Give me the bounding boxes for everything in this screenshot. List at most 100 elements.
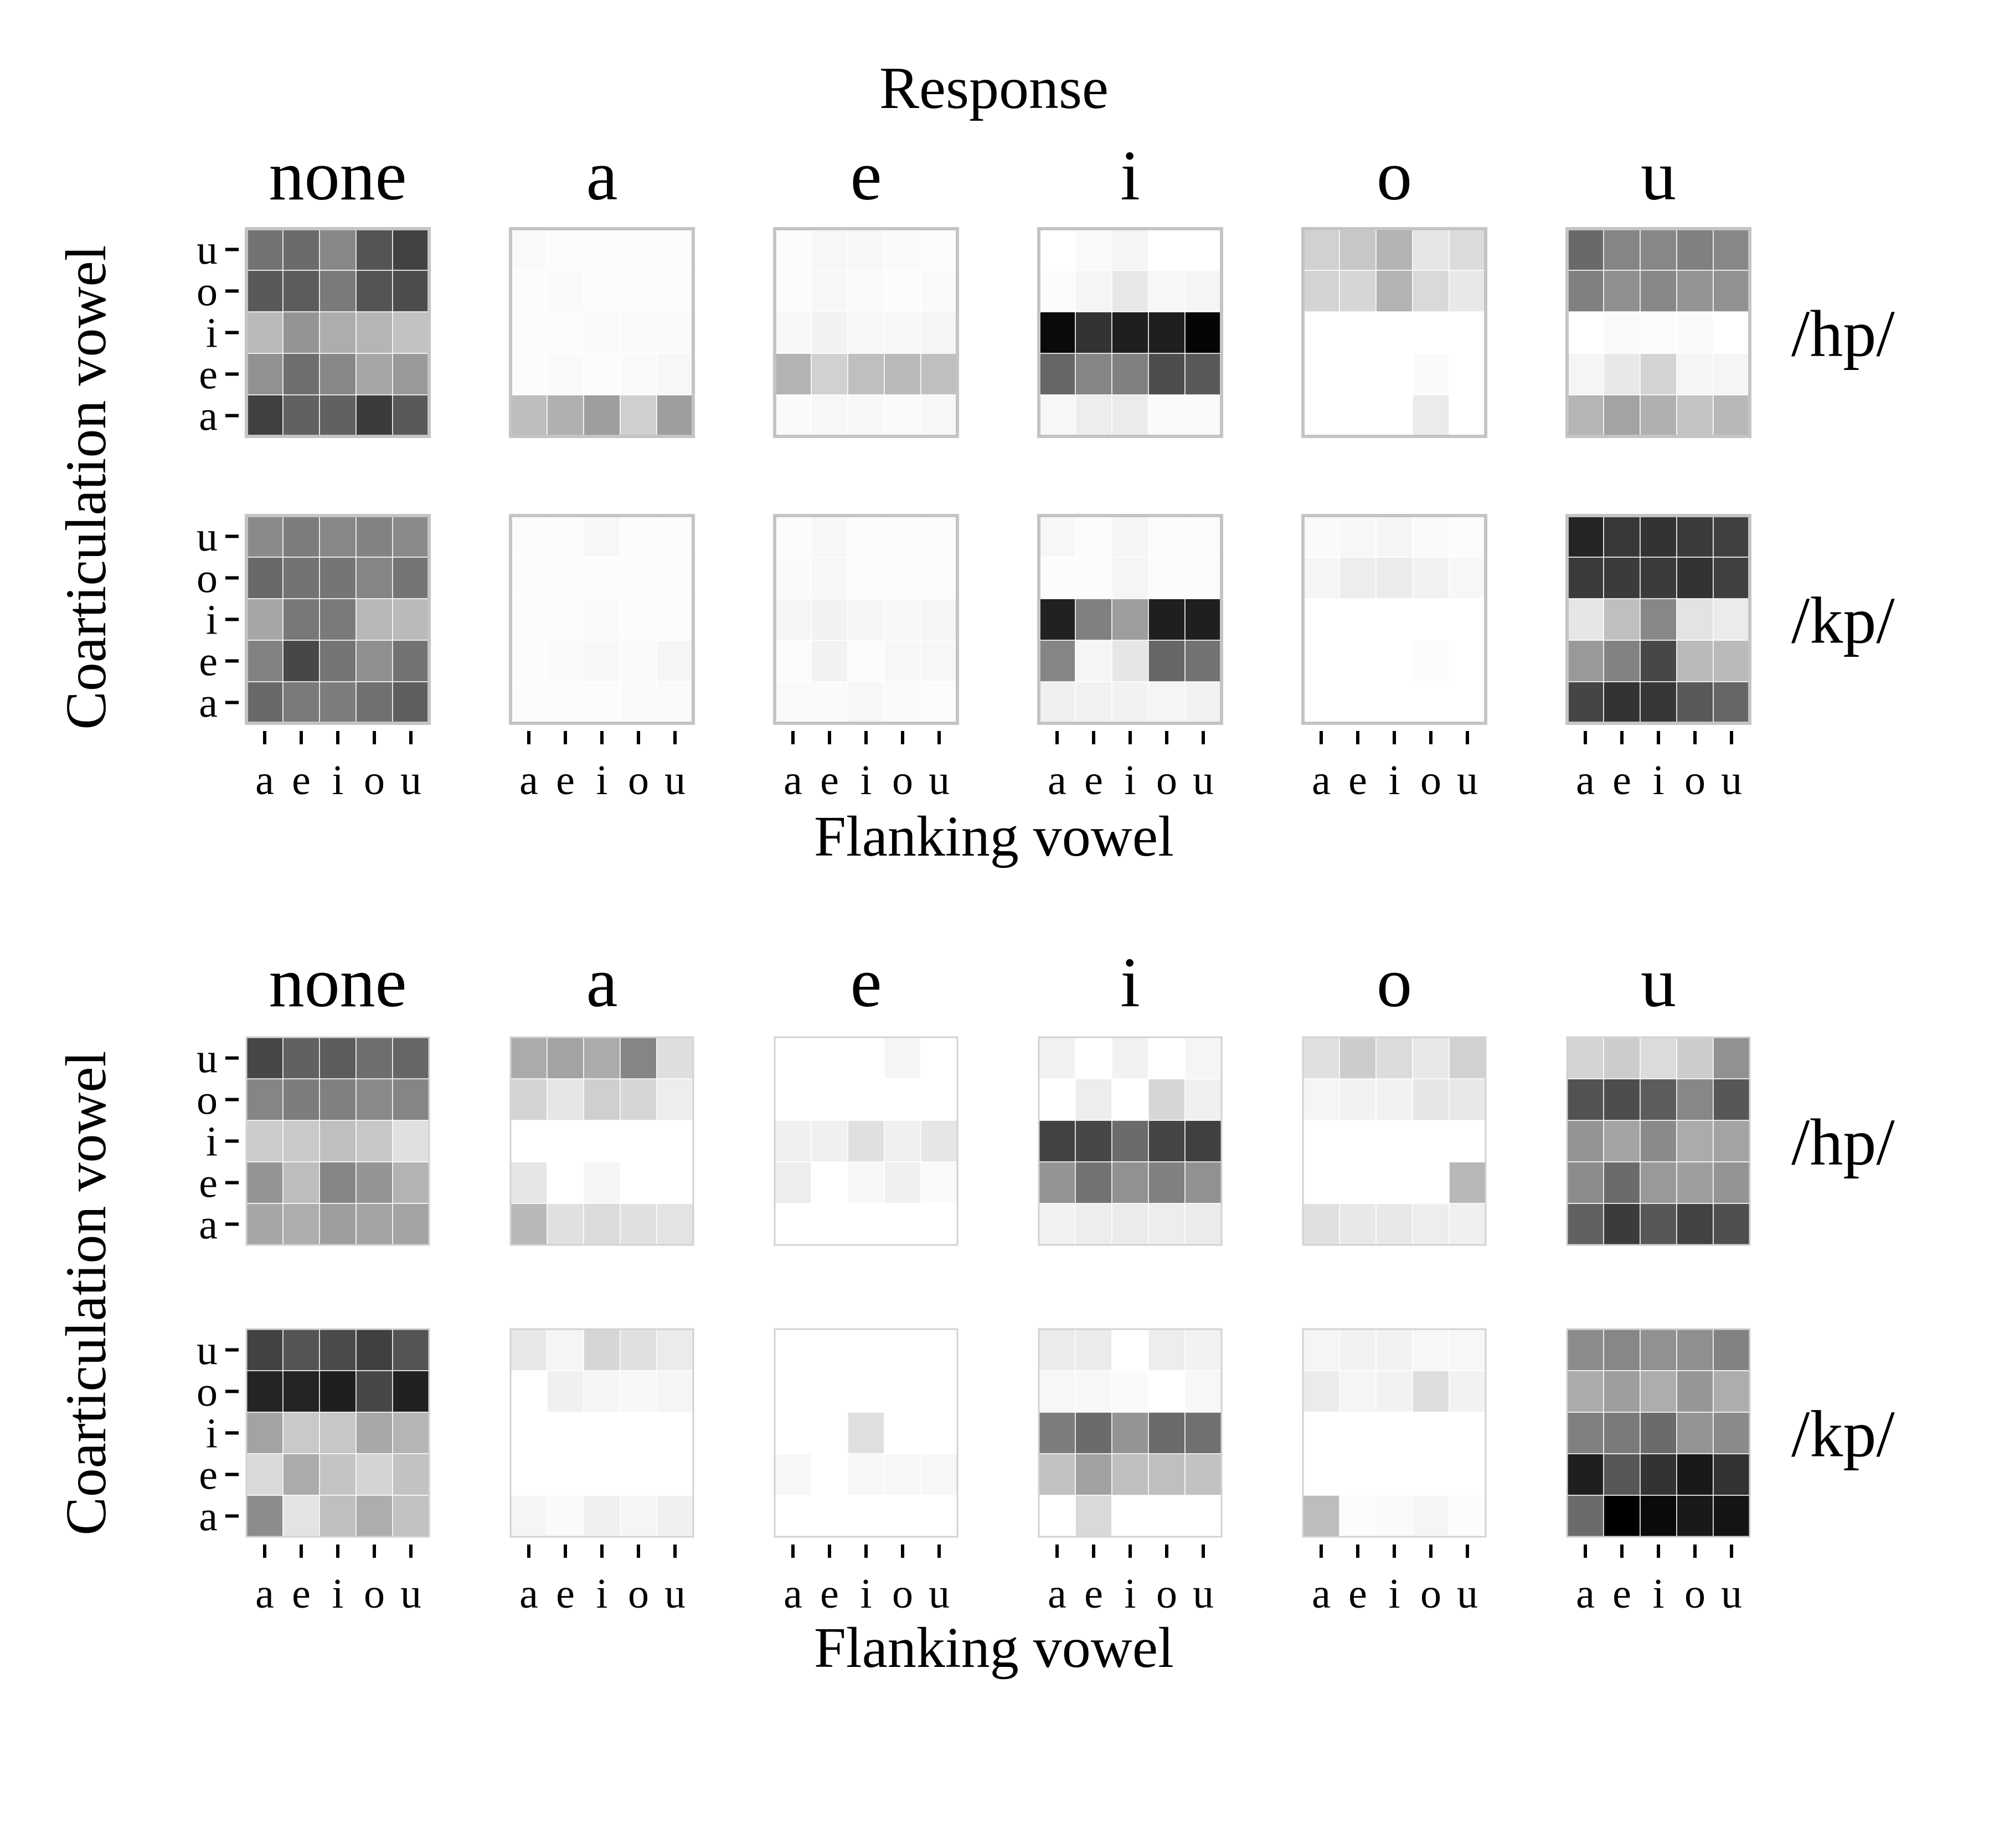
panel-frame-hp-o [1301, 227, 1487, 438]
y-tick-label-o: o [197, 269, 218, 315]
heat-cell-kp-a-i-o [620, 1412, 657, 1454]
heat-cell-hp-a-o-o [620, 270, 657, 312]
heat-cell-hp-e-u-e [811, 1037, 848, 1079]
panel-frame-kp-none [245, 1328, 430, 1538]
heat-cell-hp-a-e-o [620, 353, 657, 395]
heat-cell-kp-a-a-o [620, 681, 657, 724]
heat-cell-hp-i-o-i [1111, 1078, 1149, 1121]
heat-cell-hp-i-a-o [1148, 1203, 1186, 1245]
heat-cell-kp-o-e-u [1449, 640, 1486, 682]
heat-cell-kp-o-a-u [1449, 1495, 1486, 1537]
heat-cell-kp-o-e-i [1375, 640, 1413, 682]
heat-cell-kp-a-e-e [547, 640, 584, 682]
heat-cell-hp-e-i-o [884, 1120, 921, 1162]
heat-cell-hp-o-a-i [1375, 394, 1413, 437]
heat-cell-hp-i-u-i [1111, 228, 1149, 271]
heat-cell-kp-e-e-o [884, 640, 921, 682]
heat-cell-hp-i-a-o [1148, 394, 1186, 437]
heat-cell-kp-i-a-u [1184, 681, 1222, 724]
heat-cell-hp-e-o-e [811, 1078, 848, 1121]
heat-cell-kp-i-a-i [1111, 681, 1149, 724]
heat-cell-hp-e-u-i [847, 1037, 885, 1079]
x-tick-label-i: i [596, 1571, 607, 1617]
x-tick-label-u: u [664, 757, 686, 804]
x-tick-label-e: e [1348, 757, 1367, 804]
heat-cell-kp-none-e-e [282, 1453, 320, 1496]
heat-cell-kp-none-u-i [319, 515, 357, 558]
heat-cell-kp-u-e-a [1567, 640, 1604, 682]
heat-cell-kp-a-a-a [510, 681, 548, 724]
heat-cell-hp-i-e-i [1111, 1161, 1149, 1204]
heat-cell-hp-i-o-e [1075, 1078, 1112, 1121]
heat-cell-kp-none-u-e [282, 1329, 320, 1371]
heat-cell-hp-i-e-a [1038, 1161, 1076, 1204]
heat-cell-hp-a-u-u [656, 1037, 694, 1079]
heat-cell-hp-e-o-i [847, 1078, 885, 1121]
heat-cell-hp-a-a-u [656, 394, 694, 437]
heat-cell-kp-none-a-o [355, 681, 393, 724]
heat-cell-hp-a-o-i [583, 270, 621, 312]
y-tick-label-e: e [199, 639, 218, 685]
heat-cell-hp-a-u-e [547, 228, 584, 271]
panel-frame-kp-o [1301, 514, 1487, 725]
heat-cell-kp-u-o-a [1567, 1370, 1604, 1413]
heat-cell-hp-none-u-i [319, 228, 357, 271]
x-tick-label-a: a [784, 757, 802, 804]
heat-cell-kp-u-i-i [1640, 1412, 1677, 1454]
heat-cell-hp-o-i-o [1412, 311, 1450, 354]
heat-cell-hp-u-o-a [1567, 270, 1604, 312]
heat-cell-kp-e-i-e [811, 598, 848, 641]
heat-cell-kp-i-u-e [1075, 515, 1112, 558]
heat-cell-hp-u-o-e [1603, 1078, 1641, 1121]
heat-cell-hp-e-a-u [920, 394, 958, 437]
heat-cell-kp-u-u-o [1676, 515, 1714, 558]
heat-cell-kp-i-a-o [1148, 681, 1186, 724]
heat-cell-hp-a-u-o [620, 228, 657, 271]
heat-cell-hp-e-u-a [774, 228, 812, 271]
heat-cell-kp-u-e-a [1567, 1453, 1604, 1496]
heat-cell-kp-a-i-i [583, 1412, 621, 1454]
row-label-kp: /kp/ [1791, 584, 1895, 657]
heat-cell-kp-a-i-a [510, 1412, 548, 1454]
panel-frame-kp-e [773, 514, 959, 725]
heat-cell-hp-o-a-o [1412, 1203, 1450, 1245]
heat-cell-kp-i-o-o [1148, 1370, 1186, 1413]
heat-cell-hp-o-o-o [1412, 270, 1450, 312]
heat-cell-hp-o-u-u [1449, 228, 1486, 271]
heat-cell-hp-i-e-e [1075, 353, 1112, 395]
x-tick-label-o: o [1684, 1571, 1705, 1617]
heat-cell-kp-e-u-o [884, 1329, 921, 1371]
heat-cell-kp-i-o-a [1038, 557, 1076, 599]
heat-cell-hp-e-o-u [920, 1078, 958, 1121]
heat-cell-hp-e-o-u [920, 270, 958, 312]
column-title-a: a [586, 943, 618, 1022]
column-title-none: none [269, 136, 407, 215]
heat-cell-hp-a-u-i [583, 1037, 621, 1079]
heat-cell-hp-none-o-a [246, 1078, 284, 1121]
heat-cell-hp-none-i-o [355, 311, 393, 354]
y-tick-label-u: u [197, 1327, 218, 1374]
heat-cell-hp-u-o-o [1676, 1078, 1714, 1121]
heat-cell-hp-e-o-a [774, 270, 812, 312]
heat-cell-kp-none-i-i [319, 598, 357, 641]
x-tick-label-o: o [1156, 1571, 1177, 1617]
heat-cell-hp-a-i-o [620, 1120, 657, 1162]
heat-cell-kp-e-a-a [774, 681, 812, 724]
heat-cell-kp-e-i-u [920, 1412, 958, 1454]
heat-cell-hp-o-a-e [1339, 1203, 1377, 1245]
y-tick-label-a: a [199, 680, 218, 727]
y-tick-label-a: a [199, 393, 218, 440]
heat-cell-hp-a-o-a [510, 270, 548, 312]
heat-cell-hp-a-e-i [583, 1161, 621, 1204]
heat-cell-kp-o-a-a [1302, 1495, 1340, 1537]
heat-cell-kp-none-a-i [319, 1495, 357, 1537]
x-tick-label-u: u [400, 757, 421, 804]
heat-cell-kp-i-o-o [1148, 557, 1186, 599]
x-tick-label-i: i [1652, 757, 1664, 804]
heat-cell-kp-none-e-o [355, 640, 393, 682]
heat-cell-kp-o-o-e [1339, 557, 1377, 599]
heat-cell-hp-e-o-o [884, 1078, 921, 1121]
heat-cell-hp-e-a-e [811, 394, 848, 437]
heat-cell-hp-o-a-a [1302, 1203, 1340, 1245]
heat-cell-kp-i-u-i [1111, 1329, 1149, 1371]
